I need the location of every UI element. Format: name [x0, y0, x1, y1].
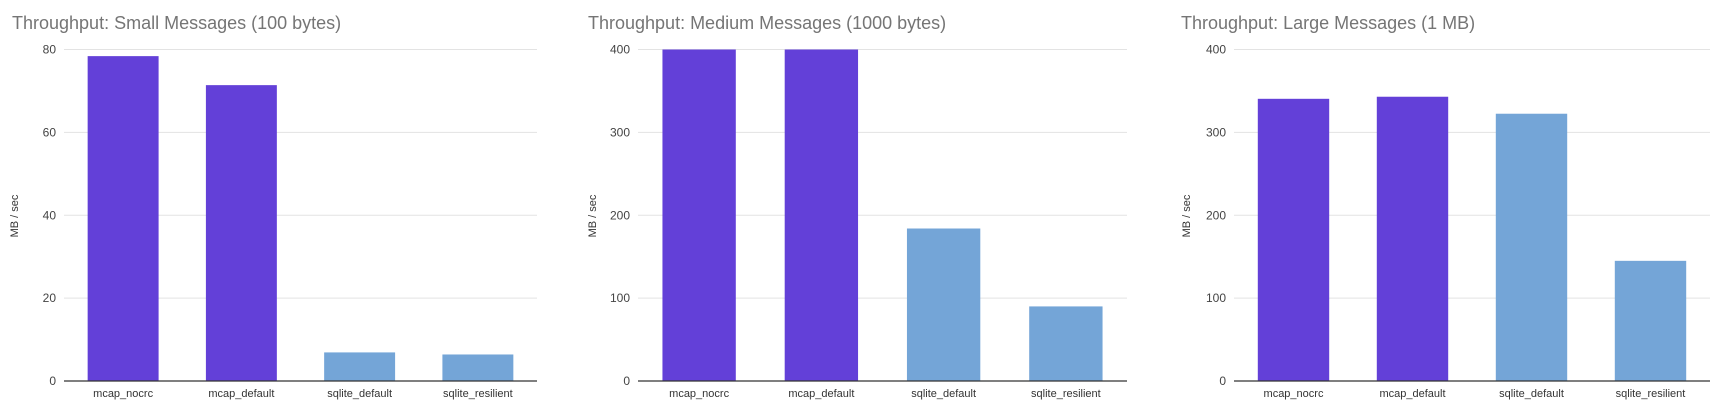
y-tick-label: 200 — [1206, 208, 1226, 222]
bar-sqlite_default — [1495, 113, 1568, 382]
x-tick-label: mcap_default — [788, 388, 854, 400]
bar-sqlite_resilient — [1029, 306, 1103, 381]
x-tick-label: sqlite_resilient — [1031, 388, 1101, 400]
x-tick-label: sqlite_default — [1499, 388, 1564, 400]
bar-mcap_default — [1376, 96, 1449, 382]
x-tick-label: mcap_nocrc — [669, 388, 729, 400]
x-tick-label: mcap_default — [208, 388, 274, 400]
chart-title: Throughput: Large Messages (1 MB) — [1181, 13, 1475, 33]
y-tick-label: 100 — [1206, 291, 1226, 305]
y-tick-label: 300 — [1206, 125, 1226, 139]
y-tick-label: 400 — [1206, 43, 1226, 57]
y-tick-label: 100 — [610, 291, 630, 305]
x-tick-label: sqlite_default — [911, 388, 976, 400]
bar-mcap_default — [784, 49, 859, 381]
bar-mcap_nocrc — [662, 49, 736, 381]
y-tick-label: 60 — [43, 125, 57, 139]
x-tick-label: sqlite_default — [327, 388, 392, 400]
chart-large-messages: Throughput: Large Messages (1 MB) MB / s… — [1181, 13, 1710, 400]
chart-title: Throughput: Medium Messages (1000 bytes) — [588, 13, 946, 33]
bar-sqlite_resilient — [1614, 260, 1687, 381]
y-axis-label: MB / sec — [9, 194, 21, 237]
x-tick-label: sqlite_resilient — [443, 388, 513, 400]
x-tick-label: sqlite_resilient — [1616, 388, 1686, 400]
y-tick-label: 0 — [49, 374, 56, 388]
x-tick-label: mcap_default — [1379, 388, 1445, 400]
bar-sqlite_default — [906, 228, 981, 381]
x-tick-label: mcap_nocrc — [1264, 388, 1324, 400]
bar-sqlite_default — [324, 352, 396, 381]
bar-mcap_nocrc — [1257, 98, 1330, 382]
y-tick-label: 300 — [610, 125, 630, 139]
bar-mcap_default — [205, 85, 277, 381]
y-tick-label: 40 — [43, 208, 57, 222]
bar-sqlite_resilient — [442, 354, 514, 381]
x-tick-label: mcap_nocrc — [93, 388, 153, 400]
y-axis-label: MB / sec — [1181, 194, 1193, 237]
y-axis-label: MB / sec — [587, 194, 599, 237]
y-tick-label: 0 — [623, 374, 630, 388]
y-tick-label: 400 — [610, 43, 630, 57]
chart-title: Throughput: Small Messages (100 bytes) — [12, 13, 341, 33]
bar-mcap_nocrc — [87, 56, 159, 381]
y-tick-label: 80 — [43, 43, 57, 57]
y-tick-label: 200 — [610, 208, 630, 222]
chart-medium-messages: Throughput: Medium Messages (1000 bytes)… — [587, 13, 1127, 400]
chart-small-messages: Throughput: Small Messages (100 bytes) M… — [9, 13, 537, 400]
y-tick-label: 20 — [43, 291, 57, 305]
y-tick-label: 0 — [1219, 374, 1226, 388]
